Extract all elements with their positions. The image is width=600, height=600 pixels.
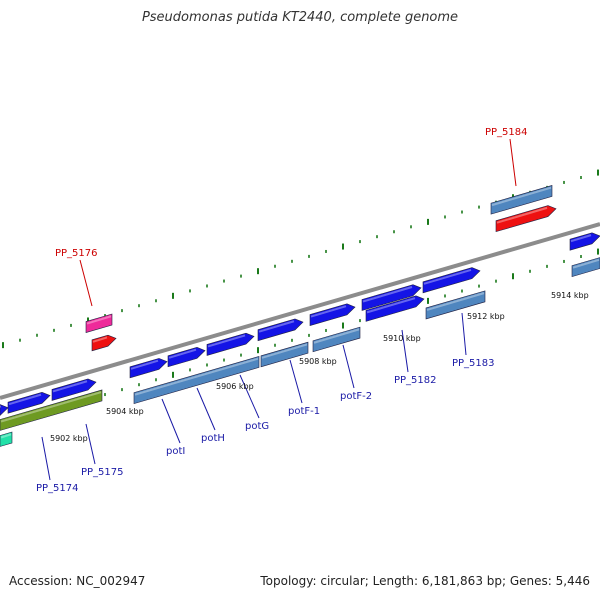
- label-leader-line: [85, 423, 96, 465]
- gene-bar-steel-highlight: [261, 343, 308, 359]
- gene-bar-pink: [85, 313, 113, 333]
- genome-backbone: [0, 222, 600, 400]
- gene-label: PP_5183: [452, 358, 495, 369]
- gene-arrow-forward-highlight: [8, 393, 42, 406]
- gene-arrow-forward-highlight: [570, 234, 592, 243]
- gene-label: PP_5176: [55, 248, 98, 259]
- gene-arrow-forward: [167, 347, 206, 368]
- label-leader-line: [289, 359, 303, 404]
- gene-bar-steel-highlight: [134, 357, 259, 396]
- gene-features: [0, 185, 600, 447]
- gene-arrow-forward-highlight: [310, 305, 347, 318]
- gene-bar-steel-highlight: [426, 292, 485, 311]
- gene-label: potF-2: [340, 391, 372, 402]
- label-leader-line: [161, 398, 181, 444]
- gene-bar-steel: [425, 290, 486, 320]
- scale-label: 5902 kbp: [50, 434, 88, 443]
- gene-label: potH: [201, 433, 225, 444]
- label-leader-line: [79, 259, 93, 307]
- gene-bar-steel: [490, 185, 553, 215]
- gene-arrow-forward-highlight: [52, 380, 88, 393]
- gene-label: PP_5182: [394, 375, 437, 386]
- gene-bar-steel-highlight: [313, 328, 360, 344]
- gene-arrow-forward-highlight: [362, 286, 413, 303]
- gene-label: potI: [166, 446, 185, 457]
- gene-bar-steel: [133, 355, 260, 405]
- gene-bar-teal-highlight: [0, 433, 12, 439]
- scale-label: 5912 kbp: [467, 312, 505, 321]
- gene-arrow-forward: [206, 332, 255, 356]
- gene-arrow-forward-highlight: [258, 320, 295, 333]
- gene-arrow-forward-highlight: [168, 348, 197, 359]
- gene-arrow-red-highlight: [496, 206, 548, 224]
- gene-bar-steel: [260, 341, 309, 368]
- gene-arrow-red-highlight: [92, 336, 108, 343]
- gene-arrow-forward-highlight: [130, 359, 159, 370]
- label-leader-line: [239, 374, 260, 419]
- gene-arrow-forward: [569, 232, 600, 251]
- gene-arrow-forward-highlight: [366, 297, 416, 314]
- gene-label: potG: [245, 421, 269, 432]
- genome-summary-text: Topology: circular; Length: 6,181,863 bp…: [260, 574, 590, 588]
- gene-bar-teal: [0, 431, 13, 447]
- gene-bar-steel: [571, 257, 600, 278]
- label-leader-line: [461, 312, 467, 356]
- accession-text: Accession: NC_002947: [9, 574, 146, 588]
- gene-label: PP_5175: [81, 467, 124, 478]
- scale-label: 5904 kbp: [106, 407, 144, 416]
- scale-label: 5906 kbp: [216, 382, 254, 391]
- label-leader-line: [342, 344, 355, 389]
- gene-arrow-red: [91, 334, 117, 352]
- map-title: Pseudomonas putida KT2440, complete geno…: [141, 10, 459, 25]
- gene-label: PP_5174: [36, 483, 79, 494]
- scale-label: 5908 kbp: [299, 357, 337, 366]
- gene-arrow-forward-highlight: [423, 268, 472, 285]
- label-leader-line: [401, 329, 409, 373]
- gene-arrow-forward-highlight: [207, 334, 246, 348]
- label-leader-line: [509, 138, 517, 187]
- gene-arrow-forward: [309, 303, 356, 326]
- label-leader-line: [41, 436, 51, 481]
- gene-arrow-forward: [361, 284, 422, 311]
- gene-bar-olive-highlight: [0, 391, 102, 423]
- gene-bar-steel-highlight: [491, 186, 552, 207]
- gene-label: potF-1: [288, 406, 320, 417]
- gene-arrow-forward: [0, 404, 9, 416]
- gene-bar-steel-highlight: [572, 258, 600, 269]
- gene-bar-pink-highlight: [86, 315, 112, 325]
- scale-label: 5910 kbp: [383, 334, 421, 343]
- gene-bar-olive: [0, 389, 103, 431]
- gene-arrow-forward: [129, 358, 168, 379]
- gene-arrow-forward: [257, 318, 304, 342]
- gene-arrow-forward: [51, 378, 97, 401]
- scale-label: 5914 kbp: [551, 291, 589, 300]
- gene-label: PP_5184: [485, 127, 528, 138]
- gene-arrow-red: [495, 205, 557, 233]
- gene-arrow-forward: [365, 295, 425, 322]
- gene-arrow-forward: [422, 267, 481, 294]
- label-leader-line: [196, 387, 216, 431]
- gene-arrow-forward: [7, 392, 51, 414]
- gene-bar-steel: [312, 326, 361, 353]
